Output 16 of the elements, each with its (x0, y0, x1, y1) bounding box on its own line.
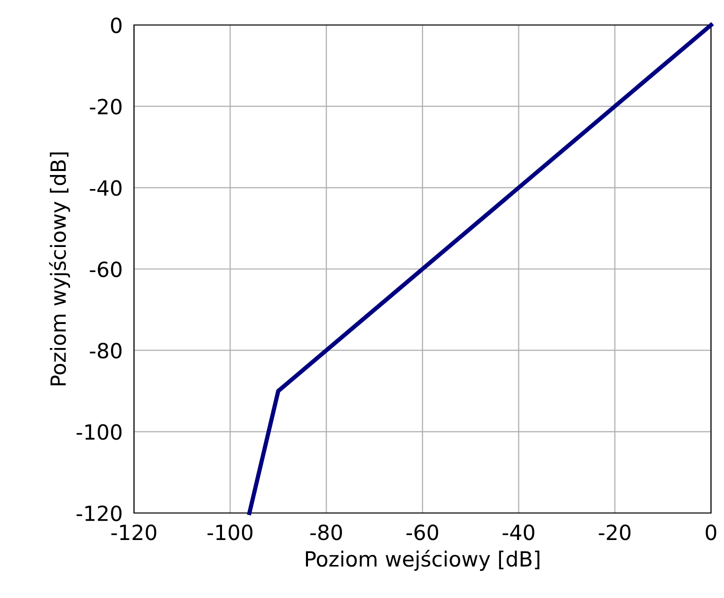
x-tick-label: -40 (502, 524, 534, 540)
x-axis-title: Poziom wejściowy [dB] (306, 550, 540, 571)
x-tick-label: -60 (406, 524, 438, 540)
y-tick-label: 0 (111, 17, 122, 34)
x-tick-label: -20 (598, 524, 630, 540)
y-axis-title: Poziom wyjściowy [dB] (49, 152, 70, 386)
x-tick-label: -80 (310, 524, 342, 540)
x-tick-label: -100 (208, 524, 252, 540)
y-tick-label: -80 (90, 342, 122, 359)
y-tick-label: -100 (76, 424, 122, 440)
y-tick-label: -60 (90, 261, 122, 278)
x-tick-label: 0 (706, 524, 716, 540)
x-tick-label: -120 (111, 524, 156, 540)
y-tick-label: -20 (90, 98, 122, 115)
y-tick-label: -40 (90, 180, 122, 196)
y-tick-label: -120 (76, 505, 122, 522)
